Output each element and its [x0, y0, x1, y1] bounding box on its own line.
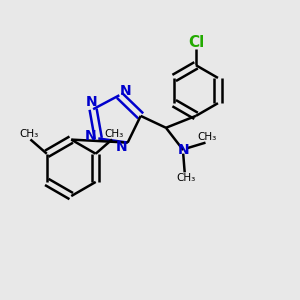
Text: CH₃: CH₃ — [19, 129, 39, 139]
Text: CH₃: CH₃ — [176, 173, 196, 183]
Text: N: N — [115, 140, 127, 154]
Text: N: N — [86, 95, 98, 109]
Text: N: N — [85, 129, 97, 143]
Text: N: N — [177, 143, 189, 157]
Text: N: N — [120, 84, 132, 98]
Text: Cl: Cl — [188, 35, 204, 50]
Text: CH₃: CH₃ — [104, 129, 123, 139]
Text: CH₃: CH₃ — [197, 132, 217, 142]
